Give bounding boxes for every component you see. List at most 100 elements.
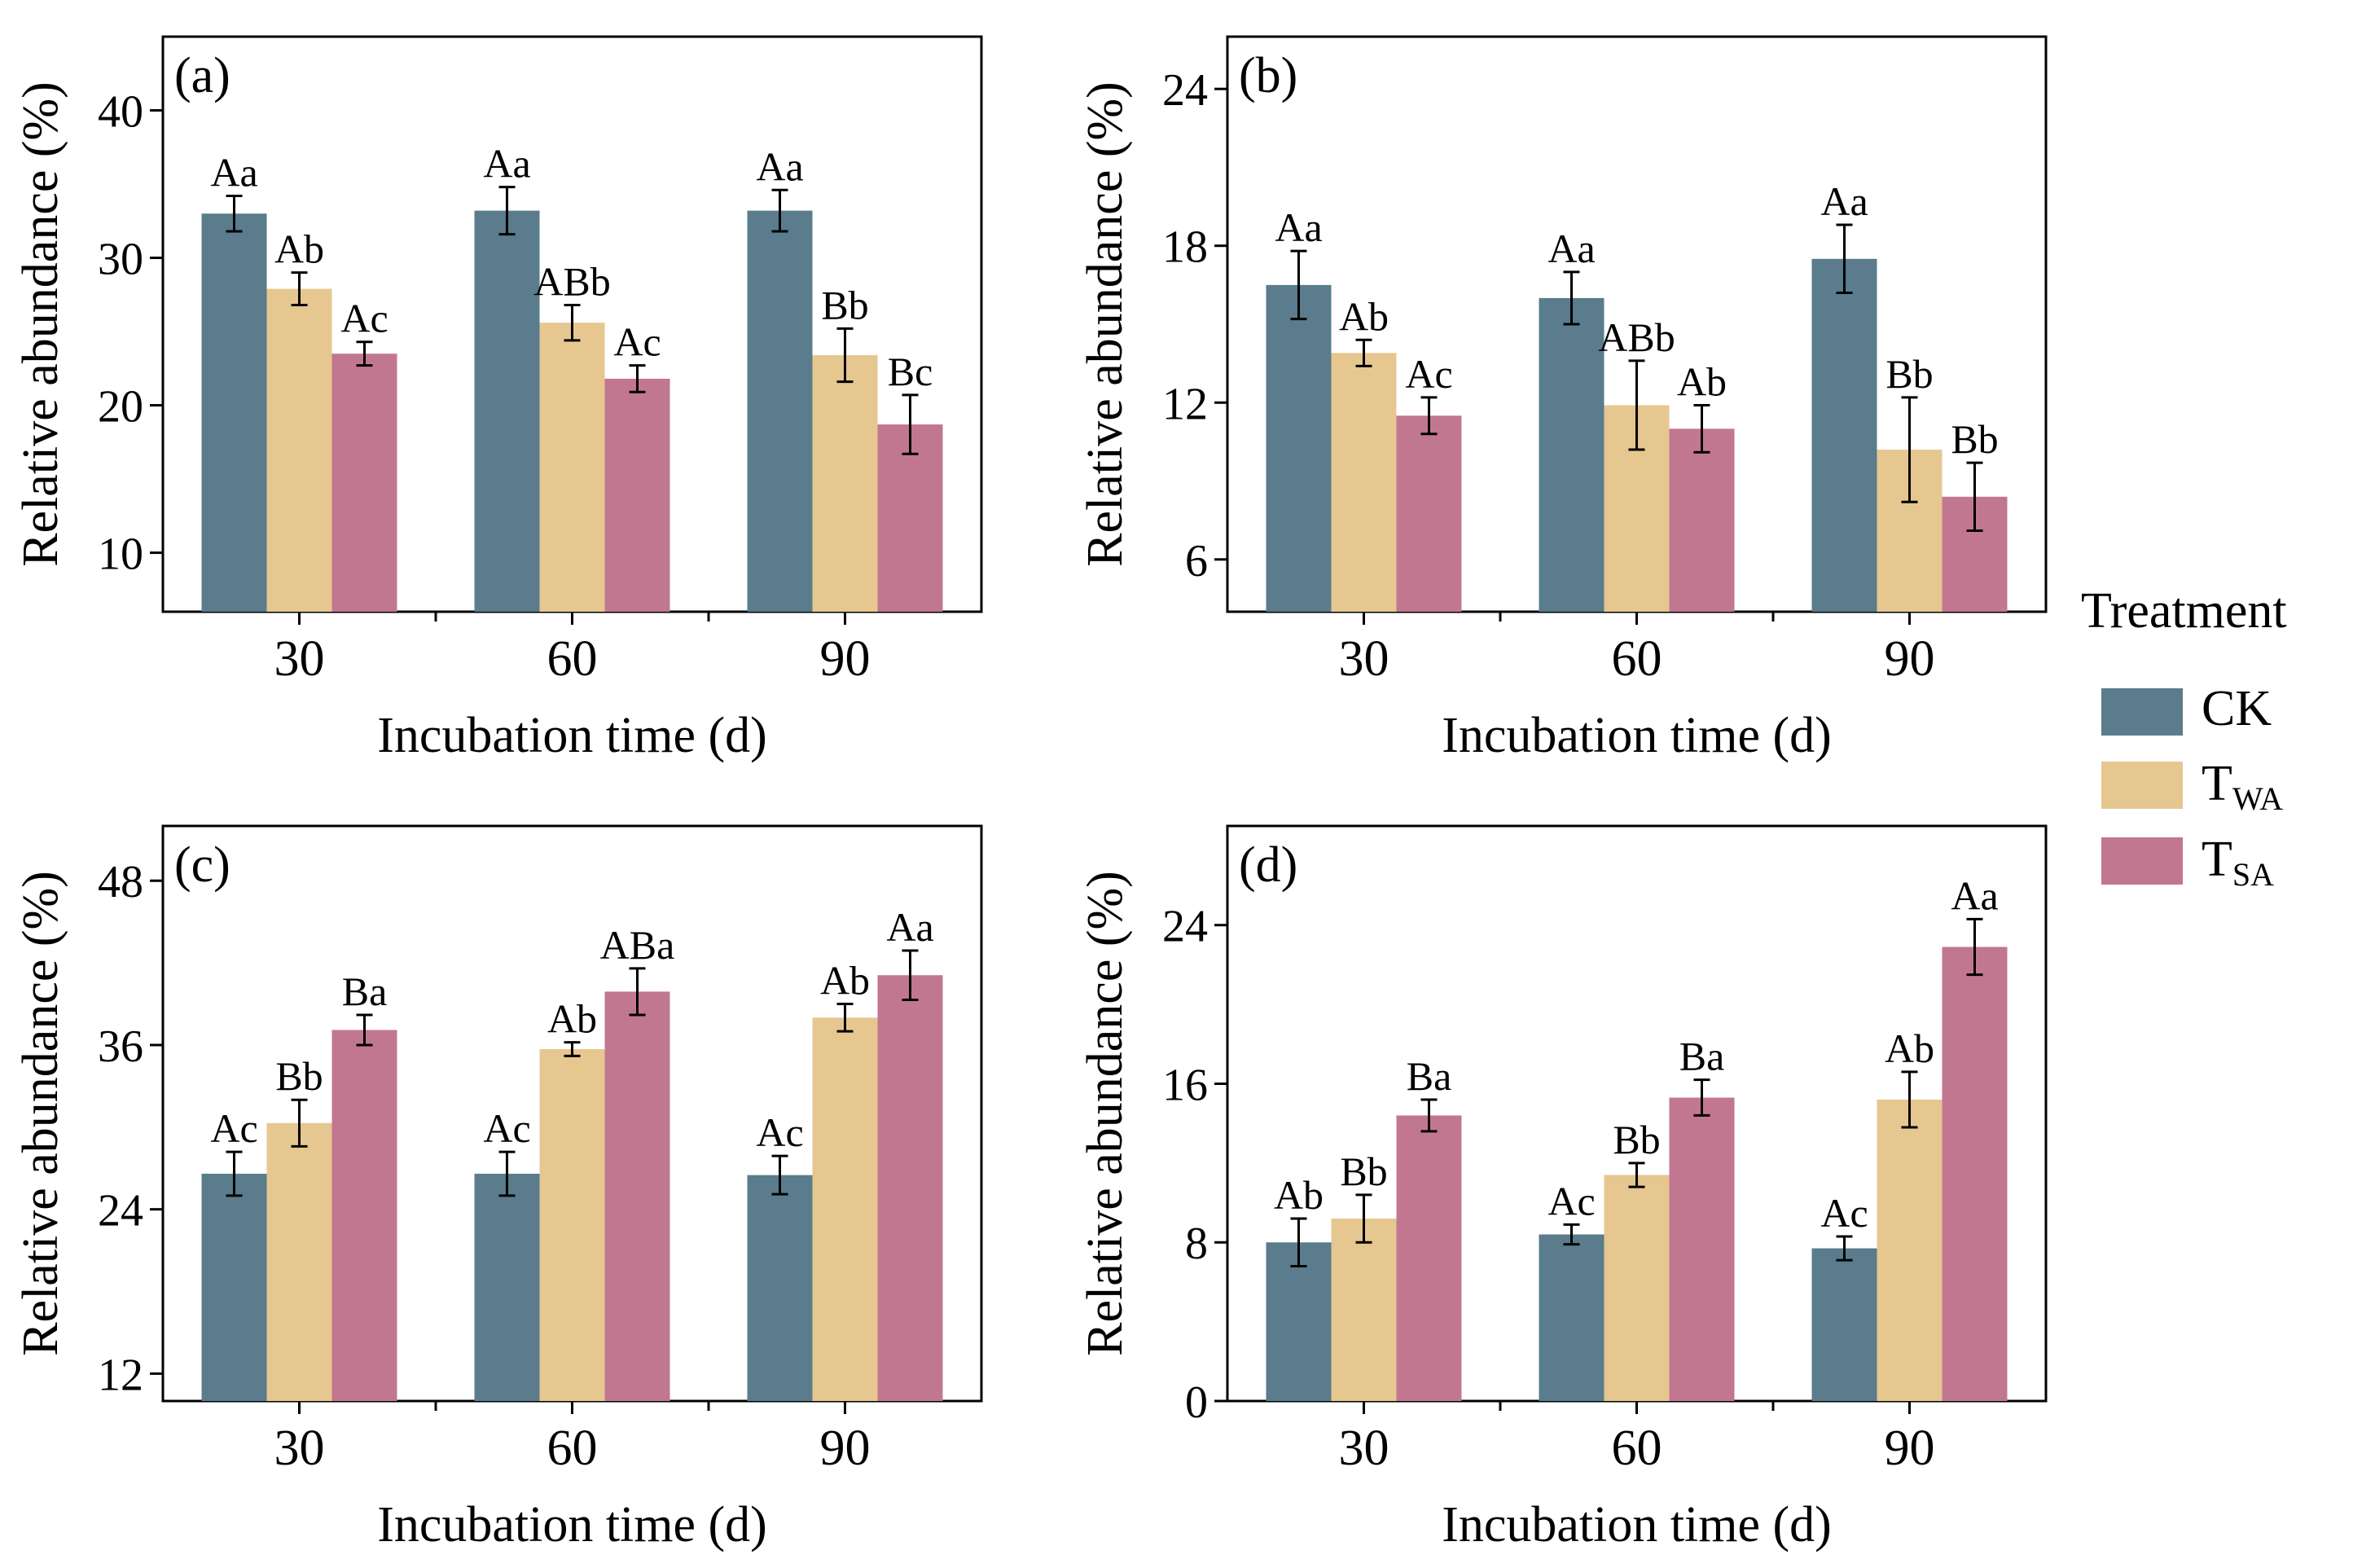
significance-label: Aa xyxy=(210,150,257,195)
chart-panel-a: 1020304030AaAbAc60AaABbAc90AaBbBc(a)Incu… xyxy=(13,35,983,763)
bar-ck xyxy=(747,1175,813,1401)
legend-label-tsa: TSA xyxy=(2202,832,2274,893)
bar-ck xyxy=(1811,1248,1877,1401)
x-tick-label: 90 xyxy=(1885,631,1935,687)
bar-twa xyxy=(812,355,878,612)
significance-label: Ac xyxy=(1820,1190,1868,1236)
panel-label: (a) xyxy=(174,48,230,103)
x-axis-title: Incubation time (d) xyxy=(377,1497,767,1553)
y-tick-label: 24 xyxy=(98,1186,143,1236)
significance-label: Bc xyxy=(888,349,933,394)
legend-swatch-tsa xyxy=(2101,837,2183,885)
bar-tsa xyxy=(1669,1097,1735,1401)
bar-tsa xyxy=(1669,428,1735,612)
x-tick-label: 30 xyxy=(1339,1421,1389,1476)
significance-label: Ba xyxy=(1679,1034,1725,1079)
significance-label: Ac xyxy=(483,1105,530,1151)
y-tick-label: 0 xyxy=(1185,1377,1208,1428)
bar-tsa xyxy=(604,378,670,612)
x-tick-label: 60 xyxy=(1612,631,1662,687)
significance-label: ABb xyxy=(1598,314,1675,360)
significance-label: Bb xyxy=(1613,1117,1660,1162)
y-tick-label: 16 xyxy=(1162,1060,1208,1110)
bar-ck xyxy=(1539,1234,1605,1401)
significance-label: Bb xyxy=(1340,1149,1387,1194)
bar-twa xyxy=(266,288,332,612)
significance-label: ABa xyxy=(600,922,675,968)
significance-label: Ac xyxy=(613,319,661,365)
y-tick-label: 18 xyxy=(1162,222,1208,273)
bar-twa xyxy=(812,1017,878,1401)
significance-label: Aa xyxy=(1547,226,1595,271)
y-tick-label: 30 xyxy=(98,235,143,285)
bar-ck xyxy=(474,1173,540,1401)
x-axis-title: Incubation time (d) xyxy=(1442,1497,1832,1553)
bar-twa xyxy=(539,323,605,612)
y-tick-label: 48 xyxy=(98,857,143,907)
bar-tsa xyxy=(1396,1115,1462,1401)
significance-label: Ab xyxy=(1339,293,1389,339)
x-tick-label: 60 xyxy=(547,631,598,687)
legend-item-twa: TWA xyxy=(2101,756,2283,817)
legend-item-ck: CK xyxy=(2101,681,2272,736)
legend-title: Treatment xyxy=(2081,583,2287,639)
x-tick-label: 30 xyxy=(274,631,325,687)
bar-ck xyxy=(1266,1242,1332,1401)
y-tick-label: 24 xyxy=(1162,65,1208,116)
y-axis-title: Relative abundance (%) xyxy=(1078,871,1133,1356)
x-tick-label: 60 xyxy=(547,1421,598,1476)
bar-tsa xyxy=(604,991,670,1401)
significance-label: Ba xyxy=(342,968,388,1014)
significance-label: Aa xyxy=(1275,204,1322,250)
y-tick-label: 12 xyxy=(1162,379,1208,429)
significance-label: Ac xyxy=(340,296,388,341)
significance-label: Ab xyxy=(1274,1172,1324,1218)
y-tick-label: 20 xyxy=(98,382,143,433)
legend: Treatment CK TWA TSA xyxy=(2081,583,2287,893)
bar-twa xyxy=(1331,353,1397,612)
bar-tsa xyxy=(331,354,397,612)
y-tick-label: 12 xyxy=(98,1350,143,1400)
legend-swatch-twa xyxy=(2101,762,2183,809)
panel-label: (b) xyxy=(1239,48,1297,103)
significance-label: Bb xyxy=(275,1053,323,1099)
significance-label: ABb xyxy=(533,258,610,304)
significance-label: Ba xyxy=(1407,1053,1452,1099)
significance-label: Aa xyxy=(756,143,803,189)
significance-label: Bb xyxy=(1951,416,1998,462)
significance-label: Ab xyxy=(274,226,324,272)
bar-ck xyxy=(1266,284,1332,612)
x-axis-title: Incubation time (d) xyxy=(377,708,767,763)
significance-label: Ac xyxy=(210,1105,257,1151)
y-axis-title: Relative abundance (%) xyxy=(13,871,68,1356)
bar-tsa xyxy=(1942,947,2008,1401)
bar-tsa xyxy=(331,1030,397,1401)
bar-twa xyxy=(1331,1219,1397,1401)
bar-ck xyxy=(1539,297,1605,612)
chart-panels: 1020304030AaAbAc60AaABbAc90AaBbBc(a)Incu… xyxy=(13,35,2048,1553)
bar-twa xyxy=(1877,1099,1943,1401)
bar-ck xyxy=(1811,258,1877,612)
bar-tsa xyxy=(877,424,943,612)
y-axis-title: Relative abundance (%) xyxy=(13,81,68,567)
legend-item-tsa: TSA xyxy=(2101,832,2274,893)
chart-panel-b: 612182430AaAbAc60AaABbAb90AaBbBb(b)Incub… xyxy=(1078,35,2048,763)
panel-label: (d) xyxy=(1239,837,1297,893)
significance-label: Ac xyxy=(1405,351,1452,397)
chart-panel-d: 0 8 16 24 30 Ab Bb Ba 60 Ac Bb Ba 90 Ac Ab Aa (d) Incubat… xyxy=(1078,824,2048,1553)
y-tick-label: 40 xyxy=(98,87,143,138)
legend-swatch-ck xyxy=(2101,688,2183,736)
significance-label: Aa xyxy=(1820,178,1868,224)
y-tick-label: 24 xyxy=(1162,902,1208,952)
significance-label: Bb xyxy=(821,282,868,327)
significance-label: Aa xyxy=(483,141,530,187)
bar-ck xyxy=(474,210,540,612)
bar-twa xyxy=(266,1122,332,1401)
bar-ck xyxy=(201,213,267,612)
significance-label: Ac xyxy=(1547,1178,1595,1223)
significance-label: Ab xyxy=(1677,358,1727,404)
y-tick-label: 36 xyxy=(98,1021,143,1072)
x-tick-label: 90 xyxy=(820,1421,871,1476)
panel-label: (c) xyxy=(174,837,230,893)
